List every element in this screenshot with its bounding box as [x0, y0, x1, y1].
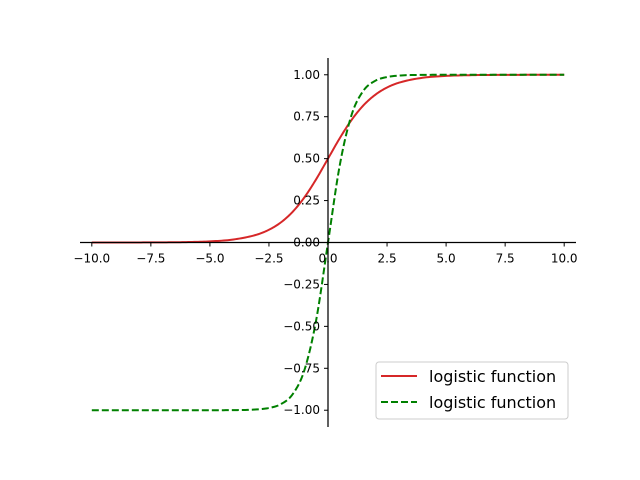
x-tick-label: −5.0	[195, 252, 224, 266]
x-tick-label: 10.0	[551, 252, 578, 266]
axes: −10.0 −7.5 −5.0 −2.5 0.0 2.5 5.0 7.5 10.0 −1.00 −0…	[73, 58, 578, 427]
y-tick-label: 0.50	[293, 152, 320, 166]
legend-label-0: logistic function	[429, 367, 556, 386]
x-tick-label: 5.0	[437, 252, 456, 266]
y-tick-label: 1.00	[293, 68, 320, 82]
x-tick-label: −10.0	[73, 252, 110, 266]
x-tick-label: 7.5	[496, 252, 515, 266]
y-tick-label: −1.00	[283, 403, 320, 417]
y-tick-label: 0.00	[293, 236, 320, 250]
y-tick-label: −0.25	[283, 277, 320, 291]
x-tick-label: −7.5	[136, 252, 165, 266]
legend-box	[375, 361, 569, 420]
x-tick-label: −2.5	[254, 252, 283, 266]
legend: logistic function logistic function	[375, 361, 569, 420]
y-tick-label: 0.25	[293, 194, 320, 208]
x-tick-label: 2.5	[378, 252, 397, 266]
x-tick-label: 0.0	[318, 252, 337, 266]
y-tick-label: −0.50	[283, 319, 320, 333]
y-tick-label: −0.75	[283, 361, 320, 375]
legend-label-1: logistic function	[429, 393, 556, 412]
y-tick-label: 0.75	[293, 110, 320, 124]
